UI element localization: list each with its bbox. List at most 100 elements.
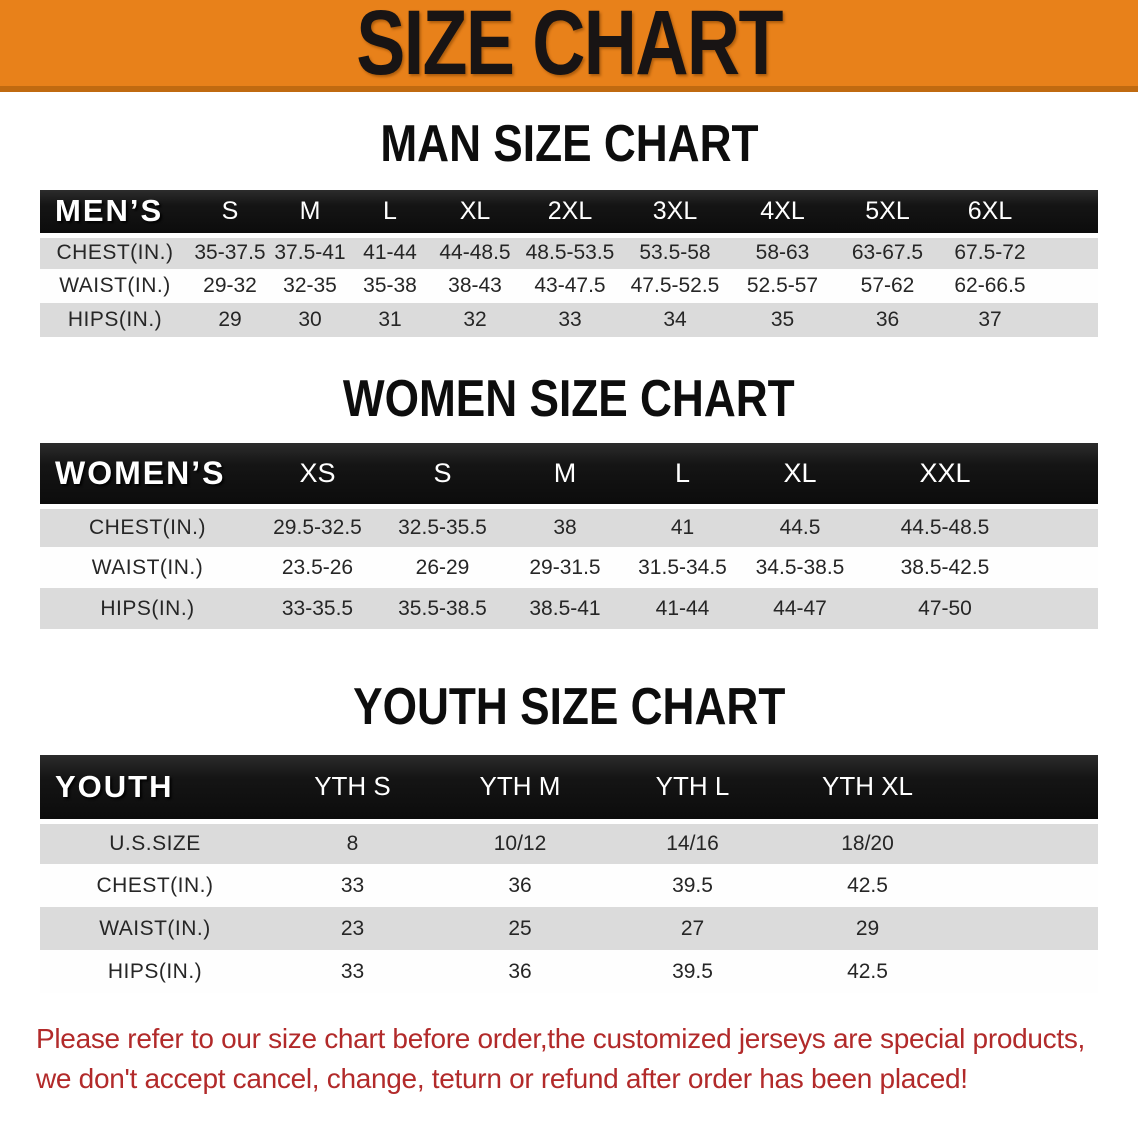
size-header-cell: YTH XL	[780, 755, 955, 824]
filler-cell	[1040, 190, 1098, 238]
row-label-cell: U.S.SIZE	[40, 821, 270, 864]
row-label-cell: CHEST(IN.)	[40, 864, 270, 907]
row-label-cell: CHEST(IN.)	[40, 235, 190, 269]
value-cell: 33	[520, 303, 620, 337]
size-header-cell: S	[380, 443, 505, 509]
value-cell: 44-47	[740, 588, 860, 629]
value-cell: 42.5	[780, 950, 955, 993]
value-cell: 27	[605, 907, 780, 950]
disclaimer: Please refer to our size chart before or…	[36, 1019, 1102, 1099]
table-row: U.S.SIZE 8 10/12 14/16 18/20	[40, 821, 1098, 864]
filler-cell	[1040, 269, 1098, 303]
value-cell: 35-38	[350, 269, 430, 303]
size-header-cell: YTH M	[435, 755, 605, 824]
size-header-cell: M	[505, 443, 625, 509]
value-cell: 36	[435, 950, 605, 993]
value-cell: 43-47.5	[520, 269, 620, 303]
table-row: CHEST(IN.) 35-37.5 37.5-41 41-44 44-48.5 48.5…	[40, 235, 1098, 269]
value-cell: 26-29	[380, 547, 505, 588]
table-row: HIPS(IN.) 33-35.5 35.5-38.5 38.5-41 41-44 44-…	[40, 588, 1098, 629]
filler-cell	[1030, 547, 1098, 588]
disclaimer-line-1: Please refer to our size chart before or…	[36, 1023, 1086, 1054]
value-cell: 52.5-57	[730, 269, 835, 303]
youth-chart-heading: YOUTH SIZE CHART	[0, 681, 1138, 733]
mens-chart-heading-text: MAN SIZE CHART	[379, 115, 759, 173]
value-cell: 37	[940, 303, 1040, 337]
filler-cell	[1040, 235, 1098, 269]
value-cell: 36	[435, 864, 605, 907]
value-cell: 39.5	[605, 950, 780, 993]
mens-table-body: CHEST(IN.) 35-37.5 37.5-41 41-44 44-48.5 48.5…	[40, 235, 1098, 337]
value-cell: 44-48.5	[430, 235, 520, 269]
mens-table-header: MEN’S S M L XL 2XL 3XL 4XL 5XL 6XL	[40, 190, 1098, 238]
value-cell: 57-62	[835, 269, 940, 303]
filler-cell	[1040, 303, 1098, 337]
mens-chart-heading: MAN SIZE CHART	[0, 118, 1138, 170]
mens-size-table: MEN’S S M L XL 2XL 3XL 4XL 5XL 6XL CHEST(IN.) 35-3…	[40, 190, 1098, 337]
value-cell: 14/16	[605, 821, 780, 864]
size-header-cell: 4XL	[730, 190, 835, 238]
value-cell: 44.5	[740, 506, 860, 547]
row-label-cell: HIPS(IN.)	[40, 303, 190, 337]
youth-chart-heading-text: YOUTH SIZE CHART	[352, 678, 786, 736]
size-header-cell: 5XL	[835, 190, 940, 238]
value-cell: 44.5-48.5	[860, 506, 1030, 547]
value-cell: 35-37.5	[190, 235, 270, 269]
value-cell: 29	[190, 303, 270, 337]
table-row: CHEST(IN.) 33 36 39.5 42.5	[40, 864, 1098, 907]
value-cell: 67.5-72	[940, 235, 1040, 269]
value-cell: 37.5-41	[270, 235, 350, 269]
value-cell: 23.5-26	[255, 547, 380, 588]
filler-cell	[1030, 506, 1098, 547]
size-header-cell: S	[190, 190, 270, 238]
value-cell: 30	[270, 303, 350, 337]
table-title-cell: WOMEN’S	[40, 443, 255, 509]
filler-cell	[955, 950, 1098, 993]
value-cell: 41-44	[625, 588, 740, 629]
value-cell: 32.5-35.5	[380, 506, 505, 547]
row-label-cell: WAIST(IN.)	[40, 907, 270, 950]
size-header-cell: L	[625, 443, 740, 509]
table-row: WAIST(IN.) 29-32 32-35 35-38 38-43 43-47.5 47.…	[40, 269, 1098, 303]
row-label-cell: WAIST(IN.)	[40, 547, 255, 588]
value-cell: 35.5-38.5	[380, 588, 505, 629]
table-row: HIPS(IN.) 29 30 31 32 33 34 35 36 37	[40, 303, 1098, 337]
header-row: MEN’S S M L XL 2XL 3XL 4XL 5XL 6XL	[40, 190, 1098, 238]
banner: SIZE CHART	[0, 0, 1138, 92]
value-cell: 31.5-34.5	[625, 547, 740, 588]
table-title-cell: MEN’S	[40, 190, 190, 238]
value-cell: 53.5-58	[620, 235, 730, 269]
youth-size-table: YOUTH YTH S YTH M YTH L YTH XL U.S.SIZE 8 10/1…	[40, 755, 1098, 993]
size-header-cell: XL	[430, 190, 520, 238]
row-label-cell: HIPS(IN.)	[40, 588, 255, 629]
row-label-cell: HIPS(IN.)	[40, 950, 270, 993]
womens-table-header: WOMEN’S XS S M L XL XXL	[40, 443, 1098, 509]
value-cell: 34	[620, 303, 730, 337]
value-cell: 63-67.5	[835, 235, 940, 269]
value-cell: 33	[270, 864, 435, 907]
value-cell: 47-50	[860, 588, 1030, 629]
value-cell: 29.5-32.5	[255, 506, 380, 547]
womens-chart-heading: WOMEN SIZE CHART	[0, 373, 1138, 425]
value-cell: 33	[270, 950, 435, 993]
page-title: SIZE CHART	[356, 0, 783, 94]
youth-section: YOUTH SIZE CHART YOUTH YTH S YTH M YTH L YTH…	[0, 681, 1138, 993]
size-header-cell: XXL	[860, 443, 1030, 509]
value-cell: 29-31.5	[505, 547, 625, 588]
value-cell: 38.5-42.5	[860, 547, 1030, 588]
youth-table-body: U.S.SIZE 8 10/12 14/16 18/20 CHEST(IN.) 33 36 39…	[40, 821, 1098, 993]
value-cell: 10/12	[435, 821, 605, 864]
size-header-cell: 6XL	[940, 190, 1040, 238]
filler-cell	[955, 864, 1098, 907]
value-cell: 23	[270, 907, 435, 950]
value-cell: 35	[730, 303, 835, 337]
size-header-cell: XS	[255, 443, 380, 509]
value-cell: 62-66.5	[940, 269, 1040, 303]
value-cell: 58-63	[730, 235, 835, 269]
value-cell: 33-35.5	[255, 588, 380, 629]
value-cell: 25	[435, 907, 605, 950]
value-cell: 36	[835, 303, 940, 337]
row-label-cell: WAIST(IN.)	[40, 269, 190, 303]
table-row: CHEST(IN.) 29.5-32.5 32.5-35.5 38 41 44.5 44.5…	[40, 506, 1098, 547]
value-cell: 38	[505, 506, 625, 547]
